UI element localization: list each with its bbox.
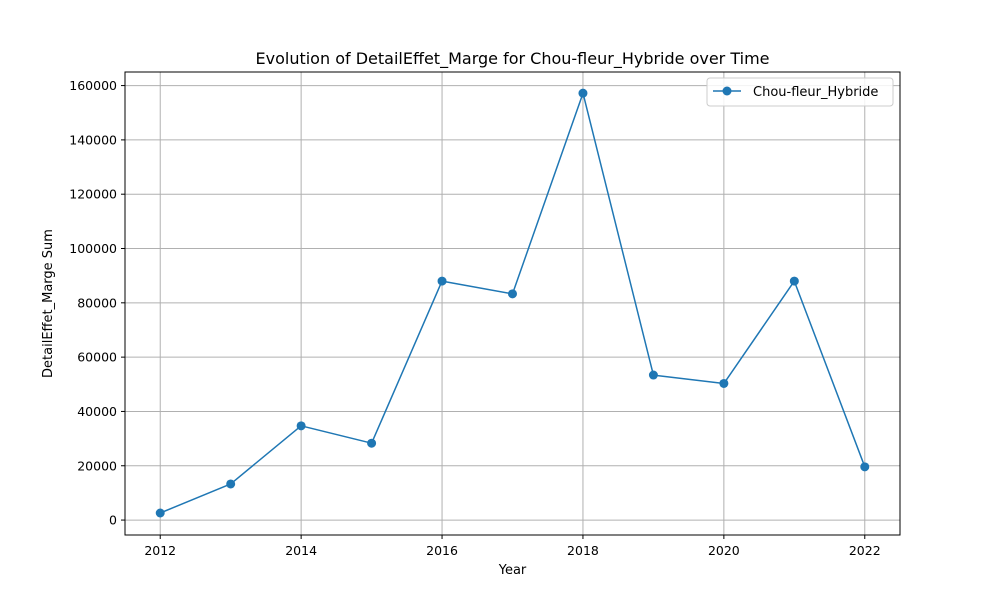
y-tick-label: 80000 — [77, 295, 117, 310]
data-point — [367, 438, 377, 448]
grid — [125, 72, 900, 535]
legend: Chou-fleur_Hybride — [706, 77, 894, 107]
legend-label: Chou-fleur_Hybride — [753, 85, 878, 100]
data-point — [508, 289, 517, 299]
y-tick-label: 100000 — [69, 241, 117, 256]
y-tick-label: 40000 — [77, 404, 117, 419]
y-axis-ticks: 0 20000 40000 60000 80000 100000 120000 140000 1… — [69, 78, 125, 528]
data-point — [648, 370, 658, 380]
y-tick-label: 0 — [109, 513, 117, 528]
x-axis-title: Year — [498, 563, 527, 578]
series-layer — [155, 88, 870, 518]
data-point — [860, 462, 870, 472]
y-tick-label: 120000 — [69, 187, 117, 202]
data-point — [578, 88, 588, 98]
x-tick-label: 2018 — [567, 543, 599, 558]
x-tick-label: 2016 — [426, 543, 458, 558]
x-axis-ticks: 2012 2014 2016 2018 2020 2022 — [144, 535, 881, 558]
y-axis-title: DetailEffet_Marge Sum — [41, 229, 56, 378]
legend-marker-swatch — [722, 86, 732, 96]
y-tick-label: 140000 — [69, 132, 117, 147]
chart-title: Evolution of DetailEffet_Marge for Chou-… — [256, 49, 770, 69]
data-point — [437, 276, 447, 286]
axes-frame — [124, 71, 901, 536]
data-point — [296, 421, 306, 431]
y-tick-label: 20000 — [77, 458, 117, 473]
legend-box — [706, 77, 894, 107]
x-tick-label: 2012 — [144, 543, 176, 558]
x-tick-label: 2022 — [849, 543, 881, 558]
y-tick-label: 60000 — [77, 350, 117, 365]
y-tick-label: 160000 — [69, 78, 117, 93]
data-point — [155, 508, 165, 518]
x-tick-label: 2020 — [708, 543, 740, 558]
data-point — [789, 276, 799, 286]
data-point — [719, 378, 729, 388]
x-tick-label: 2014 — [285, 543, 317, 558]
data-point — [226, 479, 236, 489]
